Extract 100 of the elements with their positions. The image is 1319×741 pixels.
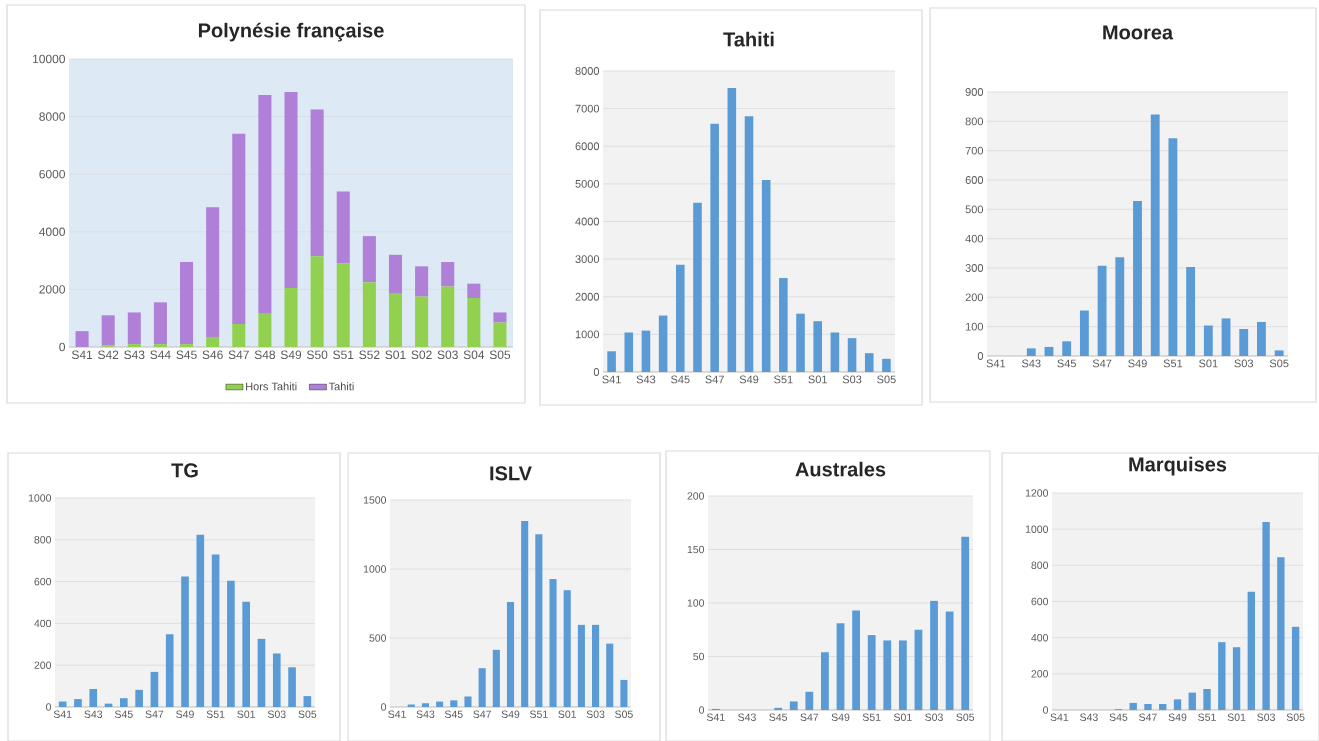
bar: [1150, 114, 1160, 356]
x-tick-label: S41: [53, 710, 72, 718]
bar: [272, 653, 281, 707]
bar: [74, 699, 82, 707]
y-tick-label: 1000: [28, 494, 52, 502]
y-tick-label: 800: [34, 536, 52, 544]
x-tick-label: S47: [473, 710, 491, 718]
x-tick-label: S41: [602, 375, 621, 384]
x-tick-label: S43: [636, 375, 656, 384]
x-tick-label: S49: [280, 350, 302, 360]
bar: [1144, 704, 1152, 710]
bar: [535, 534, 543, 707]
bar: [211, 554, 220, 707]
bar: [206, 207, 220, 337]
y-tick-label: 5000: [575, 179, 600, 188]
x-tick-label: S43: [1080, 713, 1098, 721]
y-tick-label: 0: [977, 352, 984, 360]
y-tick-label: 400: [1031, 633, 1049, 642]
x-tick-label: S05: [1286, 713, 1305, 721]
y-tick-label: 400: [34, 619, 52, 628]
bar: [592, 624, 600, 707]
x-tick-label: S01: [1199, 359, 1218, 368]
y-tick-label: 900: [965, 88, 984, 96]
bar: [180, 344, 194, 347]
x-tick-label: S42: [98, 350, 119, 360]
bar: [310, 109, 324, 257]
bar: [421, 703, 429, 707]
x-tick-label: S05: [298, 710, 317, 718]
x-tick-label: S01: [808, 375, 827, 384]
bar: [549, 579, 557, 707]
x-tick-label: S41: [986, 359, 1006, 368]
y-tick-label: 8000: [575, 67, 600, 75]
y-tick-label: 4000: [39, 227, 66, 237]
y-tick-label: 800: [965, 117, 984, 126]
x-tick-label: S43: [1021, 359, 1041, 368]
x-tick-label: S01: [893, 713, 912, 721]
bar: [930, 600, 938, 710]
bar: [362, 236, 376, 283]
y-tick-label: 4000: [575, 217, 600, 226]
y-tick-label: 6000: [39, 169, 66, 179]
x-tick-label: S02: [411, 350, 432, 360]
bar: [796, 313, 805, 372]
bar: [914, 629, 923, 710]
x-tick-label: S45: [176, 350, 197, 360]
bar: [744, 116, 754, 372]
bar: [1274, 350, 1284, 356]
bar: [101, 315, 115, 346]
bar: [1291, 626, 1300, 710]
bar: [467, 283, 481, 299]
bar: [336, 263, 350, 347]
x-tick-label: S51: [1198, 713, 1216, 721]
bar: [1115, 257, 1125, 356]
bar: [493, 322, 507, 347]
bar: [563, 590, 571, 707]
x-tick-label: S05: [1269, 359, 1289, 368]
y-tick-label: 7000: [575, 104, 600, 113]
y-tick-label: 50: [693, 652, 705, 661]
bar: [813, 321, 823, 372]
bar: [127, 344, 141, 347]
bar: [478, 668, 486, 707]
bar: [441, 262, 455, 287]
x-tick-label: S47: [1092, 359, 1112, 368]
bar: [310, 256, 324, 347]
x-tick-label: S47: [228, 350, 249, 360]
bar: [1188, 692, 1196, 710]
y-tick-label: 200: [34, 661, 52, 669]
bar: [492, 649, 500, 707]
bar: [75, 331, 89, 347]
x-tick-label: S45: [444, 710, 463, 718]
bar: [883, 640, 892, 710]
x-tick-label: S03: [925, 713, 943, 721]
x-tick-label: S45: [769, 713, 788, 721]
y-tick-label: 2000: [575, 292, 600, 301]
legend-label: Hors Tahiti: [246, 382, 297, 391]
y-tick-label: 0: [699, 706, 705, 714]
y-tick-label: 1500: [363, 496, 387, 504]
bar: [180, 262, 194, 345]
bar: [415, 296, 429, 347]
bar: [577, 624, 585, 707]
bar: [1232, 647, 1241, 710]
bar: [232, 133, 246, 324]
x-tick-label: S43: [738, 713, 756, 721]
bar: [864, 353, 874, 372]
bar: [847, 338, 857, 372]
bar: [257, 638, 266, 707]
bar: [258, 94, 272, 314]
x-tick-label: S47: [1139, 713, 1157, 721]
x-tick-label: S01: [385, 350, 406, 360]
bar: [450, 700, 458, 707]
bar: [789, 701, 798, 710]
bar: [493, 312, 507, 323]
x-tick-label: S41: [1050, 713, 1069, 721]
bar: [153, 344, 167, 347]
x-tick-label: S05: [489, 350, 511, 360]
y-tick-label: 0: [1043, 706, 1049, 714]
x-tick-label: S47: [145, 710, 164, 718]
y-tick-label: 600: [965, 176, 984, 184]
bar: [1026, 348, 1036, 356]
y-tick-label: 500: [965, 205, 984, 214]
bar: [676, 264, 685, 372]
